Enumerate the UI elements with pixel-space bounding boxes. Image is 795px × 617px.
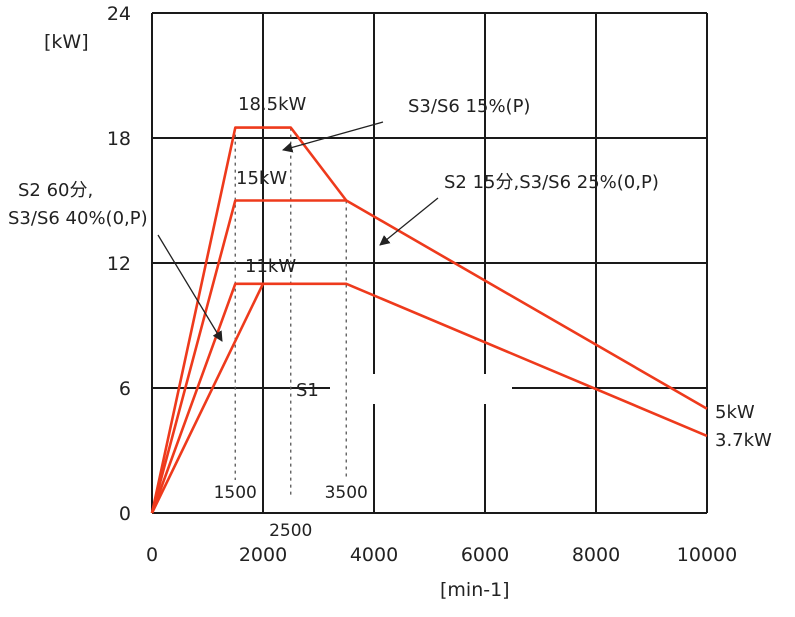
x-extra-tick-label-2: 3500 bbox=[325, 483, 368, 503]
y-tick-label-0: 0 bbox=[119, 503, 131, 525]
annotation-s3s6-15: S3/S6 15%(P) bbox=[408, 96, 530, 117]
x-tick-label-5: 10000 bbox=[677, 544, 737, 566]
annotation-arrow-1 bbox=[379, 197, 439, 246]
y-tick-label-1: 6 bbox=[119, 378, 131, 400]
annotation-5kw: 5kW bbox=[715, 402, 755, 423]
x-axis-label: [min-1] bbox=[440, 579, 510, 601]
x-tick-label-1: 2000 bbox=[239, 544, 287, 566]
annotation-s2-60-line1: S2 60分, bbox=[18, 180, 93, 201]
y-tick-label-4: 24 bbox=[107, 3, 131, 25]
x-extra-tick-label-1: 2500 bbox=[269, 521, 312, 541]
grid bbox=[151, 12, 708, 514]
x-tick-label-4: 8000 bbox=[572, 544, 620, 566]
annotation-18-5kw: 18.5kW bbox=[238, 94, 307, 115]
series-line-0 bbox=[150, 126, 348, 514]
annotation-arrow-0 bbox=[281, 121, 384, 153]
annotation-11kw: 11kW bbox=[245, 256, 296, 277]
x-extra-tick-label-0: 1500 bbox=[214, 483, 257, 503]
series bbox=[150, 126, 708, 514]
y-tick-label-2: 12 bbox=[107, 253, 131, 275]
annotation-3-7kw: 3.7kW bbox=[715, 430, 772, 451]
annotation-15kw: 15kW bbox=[236, 168, 287, 189]
annotation-s2-15: S2 15分,S3/S6 25%(0,P) bbox=[444, 172, 659, 193]
annotation-arrows bbox=[157, 121, 439, 342]
tick-labels: 0 2000 4000 6000 8000 10000 0 6 12 18 24 1500 2500 35… bbox=[107, 3, 737, 566]
grid-gap bbox=[330, 374, 512, 404]
annotation-s1: S1 bbox=[296, 380, 319, 401]
annotation-arrow-2 bbox=[157, 234, 223, 342]
x-tick-label-2: 4000 bbox=[350, 544, 398, 566]
series-line-1 bbox=[150, 199, 708, 514]
y-tick-label-3: 18 bbox=[107, 128, 131, 150]
annotation-s2-60-line2: S3/S6 40%(0,P) bbox=[8, 208, 148, 229]
series-line-3 bbox=[150, 283, 265, 514]
x-tick-label-3: 6000 bbox=[461, 544, 509, 566]
y-axis-label: [kW] bbox=[44, 31, 89, 53]
guide-lines bbox=[234, 127, 347, 498]
x-tick-label-0: 0 bbox=[146, 544, 158, 566]
